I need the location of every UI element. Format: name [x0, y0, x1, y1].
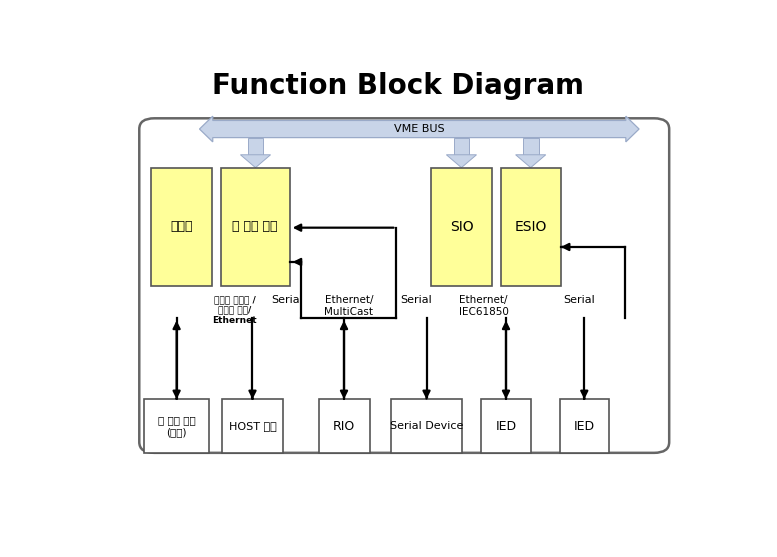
Text: IED: IED [573, 419, 595, 433]
Text: SIO: SIO [450, 219, 473, 233]
Text: RIO: RIO [333, 419, 355, 433]
FancyBboxPatch shape [319, 399, 370, 453]
FancyBboxPatch shape [222, 399, 283, 453]
Text: 데이터 이중화 /
시스템 진단/
Ethernet: 데이터 이중화 / 시스템 진단/ Ethernet [212, 295, 256, 325]
FancyBboxPatch shape [500, 168, 561, 286]
Text: Serial Device: Serial Device [390, 421, 463, 431]
FancyBboxPatch shape [391, 399, 462, 453]
Text: Ethernet/
MultiCast: Ethernet/ MultiCast [324, 295, 373, 316]
FancyBboxPatch shape [481, 399, 531, 453]
FancyBboxPatch shape [221, 168, 290, 286]
Polygon shape [446, 155, 476, 168]
Text: VME BUS: VME BUS [394, 124, 444, 134]
Text: ESIO: ESIO [514, 219, 547, 233]
FancyBboxPatch shape [559, 399, 609, 453]
Text: 전원부: 전원부 [170, 220, 193, 233]
Polygon shape [523, 139, 538, 155]
Polygon shape [454, 139, 469, 155]
FancyBboxPatch shape [152, 168, 211, 286]
FancyBboxPatch shape [144, 399, 209, 453]
Text: Ethernet/
IEC61850: Ethernet/ IEC61850 [458, 295, 509, 316]
Polygon shape [516, 155, 545, 168]
Text: IED: IED [496, 419, 517, 433]
Polygon shape [240, 155, 270, 168]
FancyBboxPatch shape [139, 118, 669, 453]
Text: 주 처리 장치: 주 처리 장치 [232, 220, 278, 233]
Text: HOST 연게: HOST 연게 [228, 421, 277, 431]
Polygon shape [248, 139, 263, 155]
FancyBboxPatch shape [431, 168, 492, 286]
Polygon shape [200, 116, 639, 142]
Text: Serial: Serial [563, 295, 594, 305]
Text: Function Block Diagram: Function Block Diagram [212, 72, 584, 100]
Text: 주 처리 장치
(에비): 주 처리 장치 (에비) [158, 415, 196, 437]
Text: Serial: Serial [400, 295, 432, 305]
Text: Serial: Serial [271, 295, 303, 305]
